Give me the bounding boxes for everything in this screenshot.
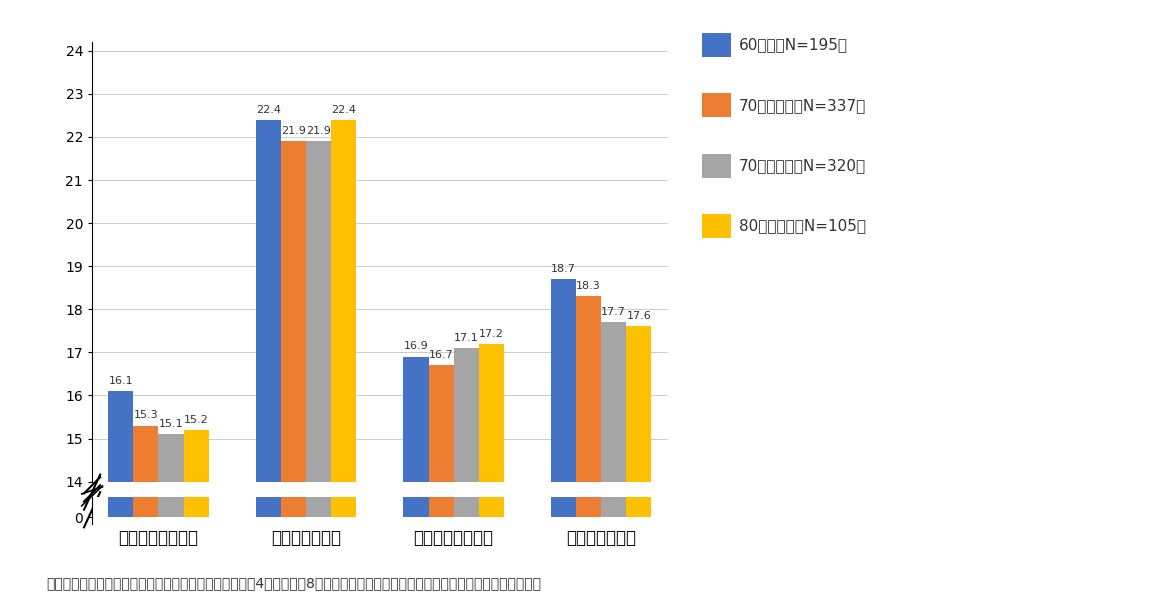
Text: 21.9: 21.9 [281,126,306,136]
Text: 17.7: 17.7 [601,307,626,317]
Bar [331,51,356,518]
Bar [306,141,331,602]
Bar [577,136,601,518]
Bar [479,159,504,518]
Bar [601,149,626,518]
Bar [601,322,626,602]
Text: 17.2: 17.2 [479,329,504,338]
Bar [159,203,183,518]
Bar [404,356,428,602]
Text: 18.7: 18.7 [551,264,576,274]
Text: 22.4: 22.4 [256,105,281,114]
Text: 16.1: 16.1 [108,376,134,386]
Bar [281,61,306,518]
Bar [108,391,134,602]
Text: 60歳代（N=195）: 60歳代（N=195） [739,38,848,52]
Text: 18.3: 18.3 [577,281,601,291]
Bar [453,348,479,602]
Bar [183,430,208,602]
Bar [134,426,159,602]
Bar [134,199,159,518]
Text: 17.1: 17.1 [453,333,479,343]
Text: 16.7: 16.7 [428,350,453,360]
Bar [479,344,504,602]
Text: 15.2: 15.2 [184,415,208,425]
Bar [281,141,306,602]
Bar [551,279,577,602]
Bar [331,120,356,602]
Text: 70歳代後半（N=320）: 70歳代後半（N=320） [739,158,866,173]
Bar [306,61,331,518]
Text: 80歳代以上（N=105）: 80歳代以上（N=105） [739,219,866,233]
Bar [551,128,577,518]
Bar [404,166,428,518]
Text: 16.9: 16.9 [404,341,428,352]
Text: 22.4: 22.4 [331,105,356,114]
Bar [626,326,651,602]
Bar [428,365,453,602]
Bar [626,150,651,518]
Text: 15.1: 15.1 [159,419,183,429]
Text: 注）　縦軸の「幸せの四つの因子」のスコアは、最小嘃4から最大嘂8の間の数値であり、数値が大きいほど因子ごとの特性が強い: 注） 縦軸の「幸せの四つの因子」のスコアは、最小嘃4から最大嘂8の間の数値であり… [46,576,541,590]
Bar [453,161,479,518]
Bar [159,434,183,602]
Bar [577,296,601,602]
Bar [256,51,281,518]
Bar [183,200,208,518]
Text: 17.6: 17.6 [626,311,651,321]
Text: 15.3: 15.3 [134,411,158,420]
Text: 21.9: 21.9 [306,126,331,136]
Bar [108,182,134,518]
Text: 70歳代前半（N=337）: 70歳代前半（N=337） [739,98,867,113]
Bar [256,120,281,602]
Bar [428,170,453,518]
